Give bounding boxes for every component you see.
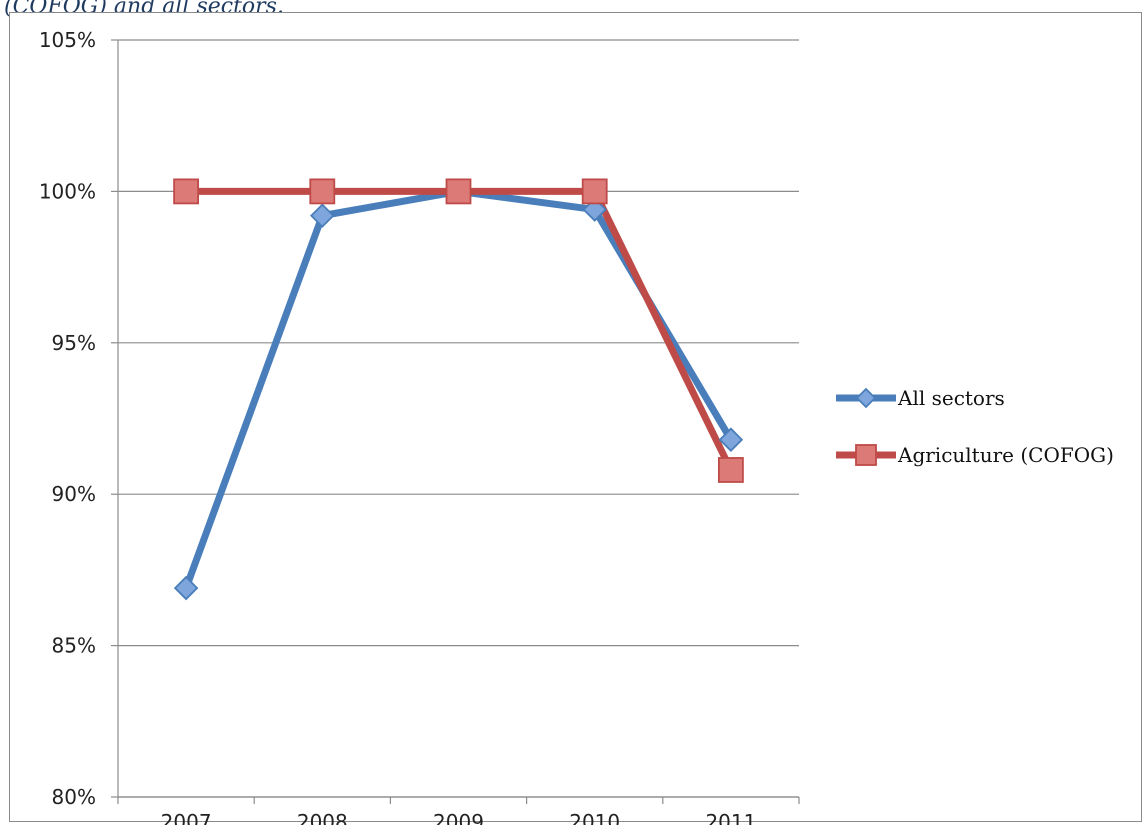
all-sectors-point-2007: [173, 575, 199, 601]
agriculture-point-2008: [309, 178, 336, 205]
y-tick-label: 80%: [52, 785, 96, 809]
legend-label-0: All sectors: [897, 386, 1005, 410]
y-tick-label: 105%: [39, 28, 96, 52]
all-sectors-point-2011: [718, 427, 744, 452]
x-tick-label-2008: 2008: [297, 810, 348, 825]
agriculture-point-2007: [173, 178, 200, 205]
chart-frame: [9, 12, 1142, 822]
y-tick-label: 100%: [39, 179, 96, 203]
x-tick-label-2011: 2011: [705, 810, 756, 825]
x-tick-label-2007: 2007: [161, 810, 212, 825]
all-sectors-point-2008: [310, 203, 335, 228]
legend-marker-1: [855, 444, 877, 466]
agriculture-point-2010: [581, 178, 608, 205]
legend-marker-0: [855, 387, 877, 409]
series-line-agriculture: [182, 187, 735, 474]
agriculture-point-2011: [718, 457, 744, 483]
x-tick-label-2010: 2010: [569, 810, 620, 825]
y-tick-label: 95%: [52, 331, 96, 355]
x-tick-label-2009: 2009: [433, 810, 484, 825]
series-line-all-sectors: [182, 187, 735, 592]
y-tick-label: 90%: [52, 482, 96, 506]
agriculture-point-2009: [445, 178, 472, 205]
legend-label-1: Agriculture (COFOG): [897, 443, 1114, 467]
y-tick-label: 85%: [52, 634, 96, 658]
